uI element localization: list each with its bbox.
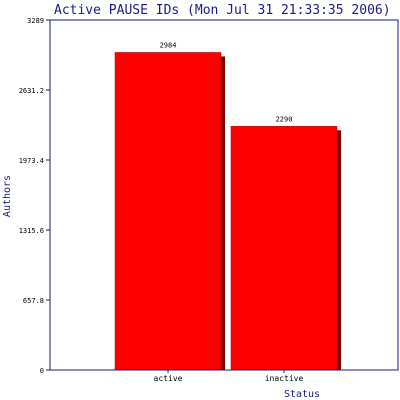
- y-axis-ticks: 0 657.8 1315.6 1973.4 2631.2 3289: [19, 17, 50, 375]
- chart-title: Active PAUSE IDs (Mon Jul 31 21:33:35 20…: [54, 3, 391, 18]
- bar-value-label: 2290: [276, 115, 293, 123]
- y-tick-label: 2631.2: [19, 87, 44, 95]
- y-tick-label: 1315.6: [19, 227, 44, 235]
- y-axis-title: Authors: [2, 175, 13, 217]
- x-category-label: inactive: [265, 374, 304, 383]
- x-category-label: active: [154, 374, 183, 383]
- plot-area-frame: [49, 19, 399, 371]
- bar-active: [114, 52, 222, 371]
- y-tick-label: 3289: [27, 17, 44, 25]
- y-tick-label: 1973.4: [19, 157, 44, 165]
- bars: 2984 2290: [114, 41, 341, 371]
- bar-value-label: 2984: [160, 41, 177, 49]
- x-axis-title: Status: [284, 389, 320, 400]
- bar-inactive: [230, 126, 338, 371]
- y-tick-label: 0: [40, 367, 44, 375]
- x-axis-categories: active inactive: [154, 370, 304, 383]
- y-tick-label: 657.8: [23, 297, 44, 305]
